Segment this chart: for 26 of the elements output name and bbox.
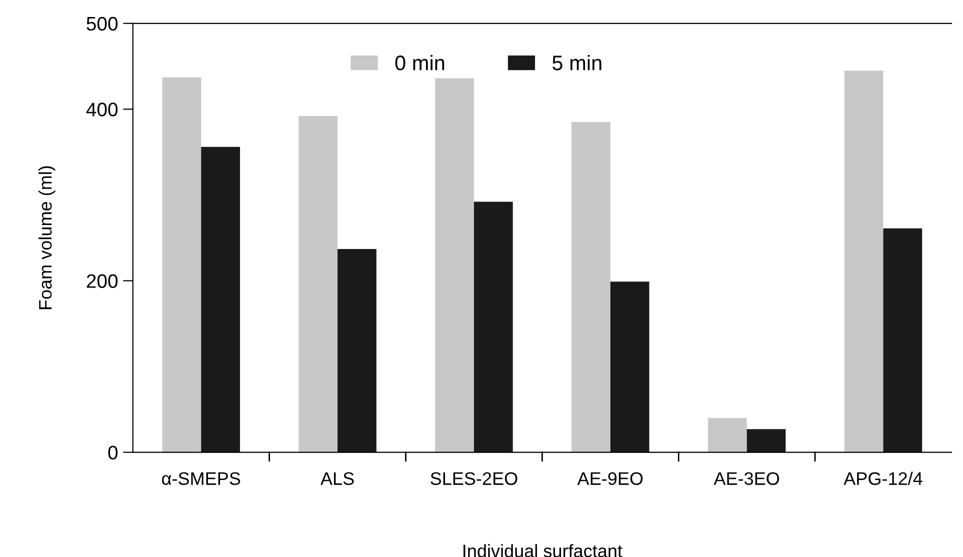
bar xyxy=(338,248,376,452)
y-axis-title: Foam volume (ml) xyxy=(38,166,56,310)
bar xyxy=(572,122,610,452)
x-tick-label: SLES-2EO xyxy=(430,472,518,485)
bar xyxy=(435,78,474,452)
x-tick-label: ALS xyxy=(320,472,354,485)
bar xyxy=(162,77,202,452)
bar xyxy=(746,429,786,452)
bar xyxy=(708,418,747,452)
bar xyxy=(883,228,922,452)
y-tick-label: 200 xyxy=(86,274,118,288)
bar xyxy=(474,202,513,452)
legend-label: 0 min xyxy=(395,55,444,70)
x-tick-label: α-SMEPS xyxy=(162,472,240,485)
y-tick-label: 500 xyxy=(86,16,118,31)
x-tick-label: AE-3EO xyxy=(714,472,780,485)
x-axis-title: Individual surfactant xyxy=(464,544,622,557)
bar xyxy=(610,282,650,452)
legend-label: 5 min xyxy=(552,55,602,70)
x-tick-label: APG-12/4 xyxy=(844,472,922,485)
bar xyxy=(201,146,240,452)
x-tick-label: AE-9EO xyxy=(577,472,643,485)
y-tick-label: 0 xyxy=(108,446,118,460)
bar xyxy=(298,116,338,452)
bar xyxy=(844,70,884,452)
y-tick-label: 400 xyxy=(86,102,118,116)
